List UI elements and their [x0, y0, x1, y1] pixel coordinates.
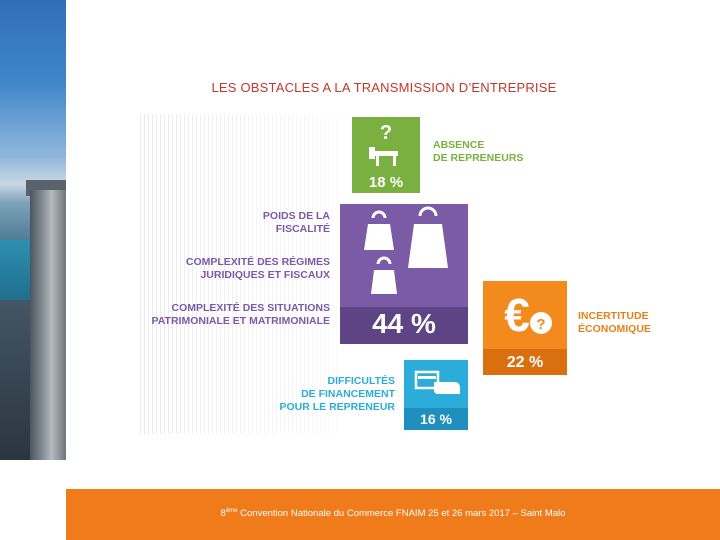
- label-incertitude-line1: INCERTITUDE: [578, 310, 649, 322]
- percent-absence: 18 %: [368, 174, 404, 191]
- footer-event: Convention Nationale du Commerce FNAIM 2…: [237, 508, 566, 520]
- svg-text:?: ?: [536, 316, 545, 333]
- label-financement-line3: POUR LE REPRENEUR: [279, 401, 395, 413]
- card-hand-icon: [414, 370, 460, 394]
- footer-ordinal-suffix: ème: [225, 508, 238, 514]
- label-absence-line2: DE REPRENEURS: [433, 152, 524, 164]
- fiscalite-percent-band: [340, 307, 468, 344]
- label-incertitude-economique: INCERTITUDE ÉCONOMIQUE: [578, 310, 651, 336]
- label-regimes-line1: COMPLEXITÉ DES RÉGIMES: [185, 256, 330, 268]
- percent-economique: 22 %: [506, 354, 544, 371]
- decorative-stripes: [140, 114, 340, 434]
- tile-fiscalite: 44 %: [340, 204, 468, 344]
- label-complexite-regimes: COMPLEXITÉ DES RÉGIMES JURIDIQUES ET FIS…: [150, 256, 330, 282]
- label-situations-line1: COMPLEXITÉ DES SITUATIONS: [171, 302, 330, 314]
- slide-title: LES OBSTACLES A LA TRANSMISSION D’ENTREP…: [211, 80, 557, 95]
- label-poids-fiscalite: POIDS DE LA FISCALITÉ: [200, 210, 330, 236]
- tile-incertitude-economique: € ? 22 %: [483, 281, 567, 375]
- photo-sea: [0, 240, 34, 300]
- label-absence-line1: ABSENCE: [433, 139, 485, 151]
- question-desk-icon: ?: [369, 122, 398, 166]
- tile-absence-repreneurs: ? 18 %: [352, 117, 420, 193]
- percent-fiscalite: 44 %: [372, 308, 436, 339]
- weights-icon: [364, 206, 448, 294]
- financement-percent-band: [404, 408, 468, 430]
- label-financement-line2: DE FINANCEMENT: [301, 388, 395, 400]
- footer-bar: 8ème Convention Nationale du Commerce FN…: [66, 489, 720, 540]
- label-absence-repreneurs: ABSENCE DE REPRENEURS: [433, 139, 523, 165]
- tile-difficultes-financement: 16 %: [404, 360, 468, 430]
- label-situations-line2: PATRIMONIALE ET MATRIMONIALE: [151, 315, 331, 327]
- footer-ordinal: 8: [220, 508, 226, 520]
- label-regimes-line2: JURIDIQUES ET FISCAUX: [200, 269, 330, 281]
- label-poids-line1: POIDS DE LA: [262, 210, 330, 222]
- label-difficultes-financement: DIFFICULTÉS DE FINANCEMENT POUR LE REPRE…: [250, 375, 395, 414]
- coastal-photo: [0, 0, 66, 460]
- photo-tower: [30, 190, 66, 460]
- label-incertitude-line2: ÉCONOMIQUE: [578, 323, 651, 335]
- label-poids-line2: FISCALITÉ: [275, 223, 330, 235]
- label-complexite-situations: COMPLEXITÉ DES SITUATIONS PATRIMONIALE E…: [130, 302, 331, 328]
- footer-text: 8ème Convention Nationale du Commerce FN…: [66, 508, 720, 519]
- economique-percent-band: [483, 349, 567, 375]
- svg-text:€: €: [504, 289, 530, 341]
- svg-text:?: ?: [380, 122, 392, 144]
- percent-financement: 16 %: [420, 411, 452, 427]
- euro-question-icon: € ?: [504, 289, 552, 341]
- label-financement-line1: DIFFICULTÉS: [327, 375, 395, 387]
